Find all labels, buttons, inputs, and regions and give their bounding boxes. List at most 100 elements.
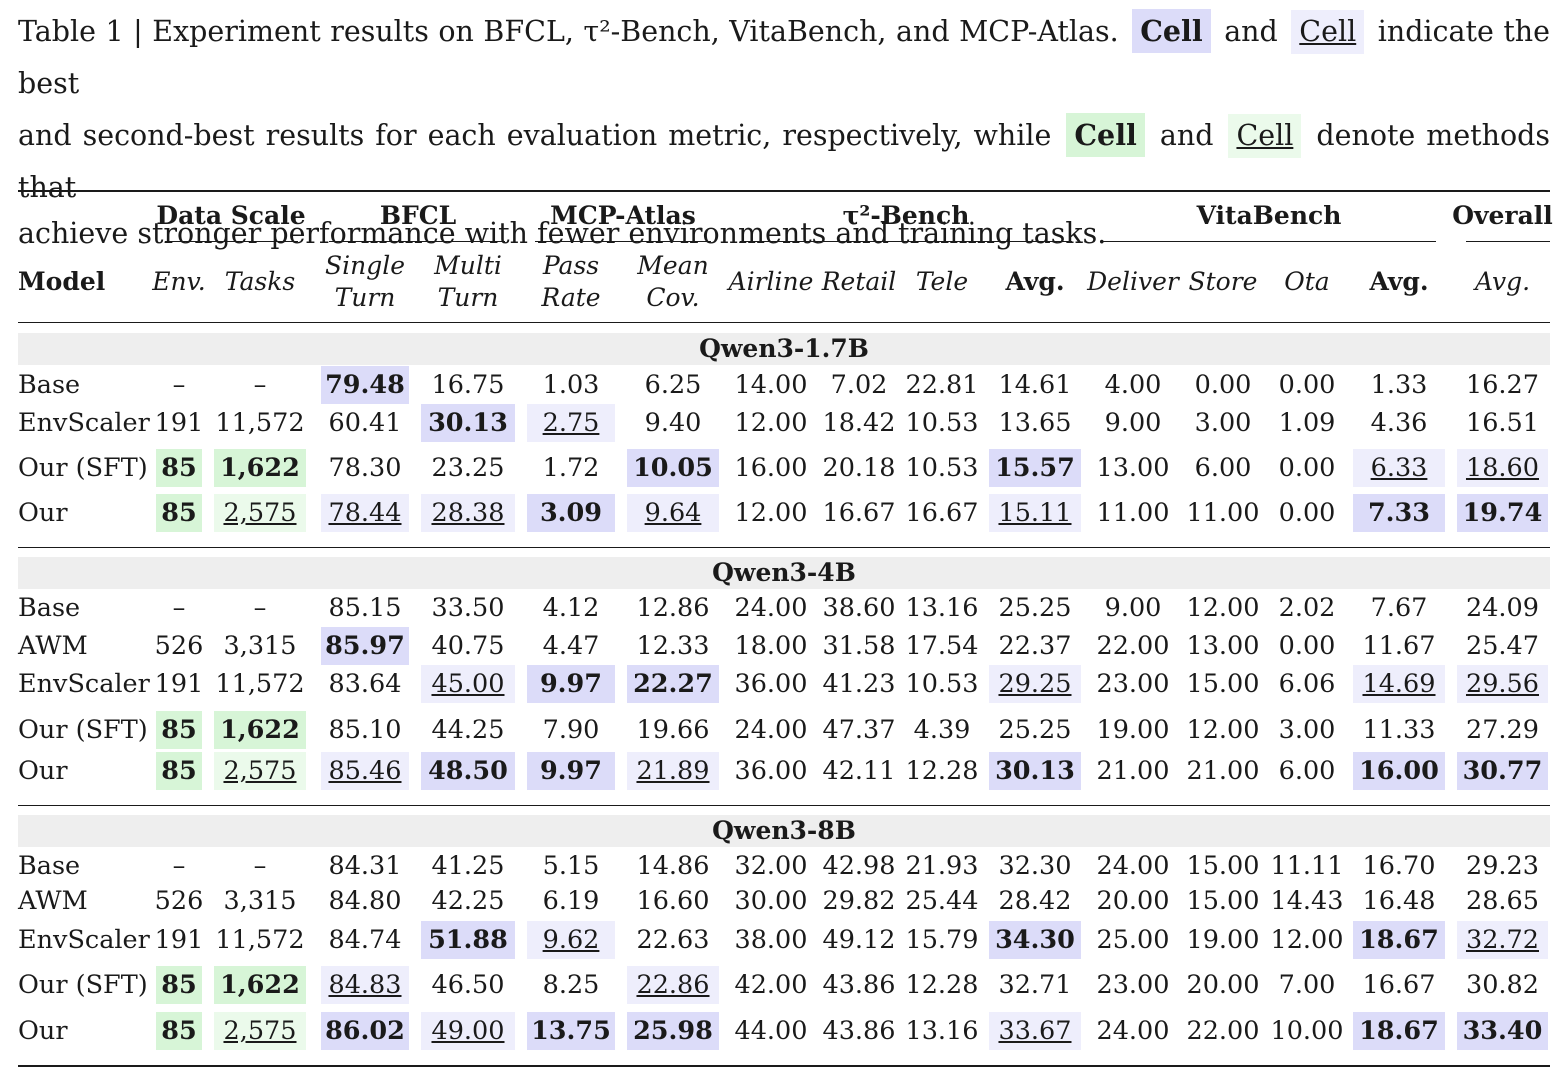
cell-vita-avg: 16.70 — [1362, 851, 1436, 881]
cell-vita-store: 13.00 — [1186, 631, 1260, 661]
row-model-name: Our (SFT) — [18, 453, 148, 483]
cell-overall-avg: 16.51 — [1465, 408, 1539, 438]
col-header-line: Avg. — [1474, 267, 1531, 296]
highlight-best — [1457, 1012, 1548, 1050]
cell-bfcl-single-turn: 79.48 — [325, 370, 405, 400]
cell-vita-store: 15.00 — [1186, 669, 1260, 699]
col-header-vita-avg: Avg. — [1347, 266, 1451, 298]
col-header-mcp-pass-rate: Pass Rate — [521, 250, 621, 314]
cell-overall-avg: 29.23 — [1465, 851, 1539, 881]
cell-overall-avg: 30.77 — [1462, 756, 1543, 786]
group-overall: Overall — [1452, 201, 1553, 230]
highlight-best — [989, 449, 1081, 487]
highlight-best — [989, 752, 1081, 790]
col-header-line: Turn — [334, 283, 396, 312]
highlight-best — [527, 665, 615, 703]
cell-vita-store: 12.00 — [1186, 715, 1260, 745]
col-header-line: Retail — [821, 267, 897, 296]
cell-overall-avg: 30.82 — [1465, 970, 1539, 1000]
cell-overall-avg: 24.09 — [1465, 593, 1539, 623]
cell-bfcl-single-turn: 60.41 — [328, 408, 402, 438]
cell-bfcl-multi-turn: 42.25 — [431, 886, 505, 916]
highlight-second — [321, 494, 409, 532]
cell-vita-ota: 3.00 — [1278, 715, 1336, 745]
cell-vita-deliver: 25.00 — [1096, 925, 1170, 955]
cell-tau2-avg: 32.30 — [998, 851, 1072, 881]
cell-bfcl-single-turn: 86.02 — [325, 1016, 405, 1046]
cell-tau2-retail: 18.42 — [822, 408, 896, 438]
cell-bfcl-multi-turn: 45.00 — [431, 669, 505, 699]
cell-overall-avg: 18.60 — [1465, 453, 1539, 483]
cell-vita-avg: 16.00 — [1359, 756, 1439, 786]
cell-tasks: 3,315 — [223, 886, 297, 916]
cell-tasks: – — [253, 370, 267, 400]
cell-tau2-tele: 22.81 — [905, 370, 979, 400]
col-model: Model — [18, 267, 106, 296]
cell-vita-avg: 18.67 — [1359, 925, 1439, 955]
highlight-gbest — [156, 449, 202, 487]
cell-tasks: 1,622 — [220, 715, 300, 745]
caption-line3: achieve stronger performance with fewer … — [18, 217, 1107, 250]
cell-env: 85 — [161, 1016, 197, 1046]
cell-tau2-retail: 49.12 — [822, 925, 896, 955]
cell-vita-store: 3.00 — [1194, 408, 1252, 438]
cell-tau2-tele: 4.39 — [913, 715, 971, 745]
cell-vita-deliver: 13.00 — [1096, 453, 1170, 483]
highlight-best — [421, 921, 515, 959]
cell-bfcl-single-turn: 85.10 — [328, 715, 402, 745]
cell-bfcl-multi-turn: 23.25 — [431, 453, 505, 483]
cell-tau2-tele: 21.93 — [905, 851, 979, 881]
cell-tau2-avg: 15.11 — [998, 498, 1072, 528]
cell-tau2-tele: 10.53 — [905, 453, 979, 483]
cell-tau2-avg: 29.25 — [998, 669, 1072, 699]
cell-vita-store: 15.00 — [1186, 851, 1260, 881]
section-header-bar — [18, 815, 1550, 847]
cell-overall-avg: 25.47 — [1465, 631, 1539, 661]
col-header-vita-ota: Ota — [1267, 266, 1347, 298]
highlight-second — [627, 966, 719, 1004]
highlight-second — [421, 1012, 515, 1050]
legend-green-best-swatch: Cell — [1066, 113, 1145, 157]
cell-tau2-airline: 36.00 — [734, 756, 808, 786]
col-header-line: Mean — [637, 251, 709, 280]
cell-env: 191 — [154, 925, 204, 955]
cell-bfcl-single-turn: 85.15 — [328, 593, 402, 623]
cell-vita-deliver: 22.00 — [1096, 631, 1170, 661]
cell-vita-deliver: 24.00 — [1096, 851, 1170, 881]
col-header-line: Avg. — [1369, 267, 1429, 296]
cell-env: 191 — [154, 408, 204, 438]
cell-bfcl-single-turn: 84.83 — [328, 970, 402, 1000]
group-overall-rule — [1466, 241, 1550, 242]
cell-overall-avg: 19.74 — [1462, 498, 1543, 528]
cell-vita-ota: 1.09 — [1278, 408, 1336, 438]
cell-vita-avg: 7.33 — [1367, 498, 1431, 528]
cell-vita-deliver: 11.00 — [1096, 498, 1170, 528]
caption-indicate: indicate the best — [18, 15, 1551, 100]
cell-tau2-retail: 43.86 — [822, 1016, 896, 1046]
cell-tasks: 2,575 — [223, 498, 297, 528]
cell-tau2-airline: 18.00 — [734, 631, 808, 661]
col-header-vita-store: Store — [1179, 266, 1267, 298]
highlight-best — [527, 494, 615, 532]
cell-vita-avg: 16.48 — [1362, 886, 1436, 916]
cell-overall-avg: 28.65 — [1465, 886, 1539, 916]
highlight-gbest — [156, 494, 202, 532]
cell-bfcl-multi-turn: 28.38 — [431, 498, 505, 528]
cell-mcp-pass-rate: 7.90 — [542, 715, 600, 745]
cell-mcp-mean-cov: 22.86 — [636, 970, 710, 1000]
cell-tau2-airline: 30.00 — [734, 886, 808, 916]
highlight-best — [527, 1012, 615, 1050]
highlight-second — [527, 404, 615, 442]
highlight-best — [527, 752, 615, 790]
highlight-best — [1353, 1012, 1445, 1050]
section-title: Qwen3-4B — [712, 558, 856, 587]
cell-mcp-mean-cov: 12.33 — [636, 631, 710, 661]
cell-tau2-airline: 44.00 — [734, 1016, 808, 1046]
legend-best-swatch: Cell — [1132, 9, 1211, 53]
caption-line2a: and second-best results for each evaluat… — [18, 119, 1052, 152]
cell-tau2-airline: 12.00 — [734, 498, 808, 528]
cell-tasks: 1,622 — [220, 970, 300, 1000]
row-model-name: AWM — [18, 886, 88, 916]
legend-green-second-swatch: Cell — [1228, 114, 1302, 158]
row-model-name: Our — [18, 498, 68, 528]
